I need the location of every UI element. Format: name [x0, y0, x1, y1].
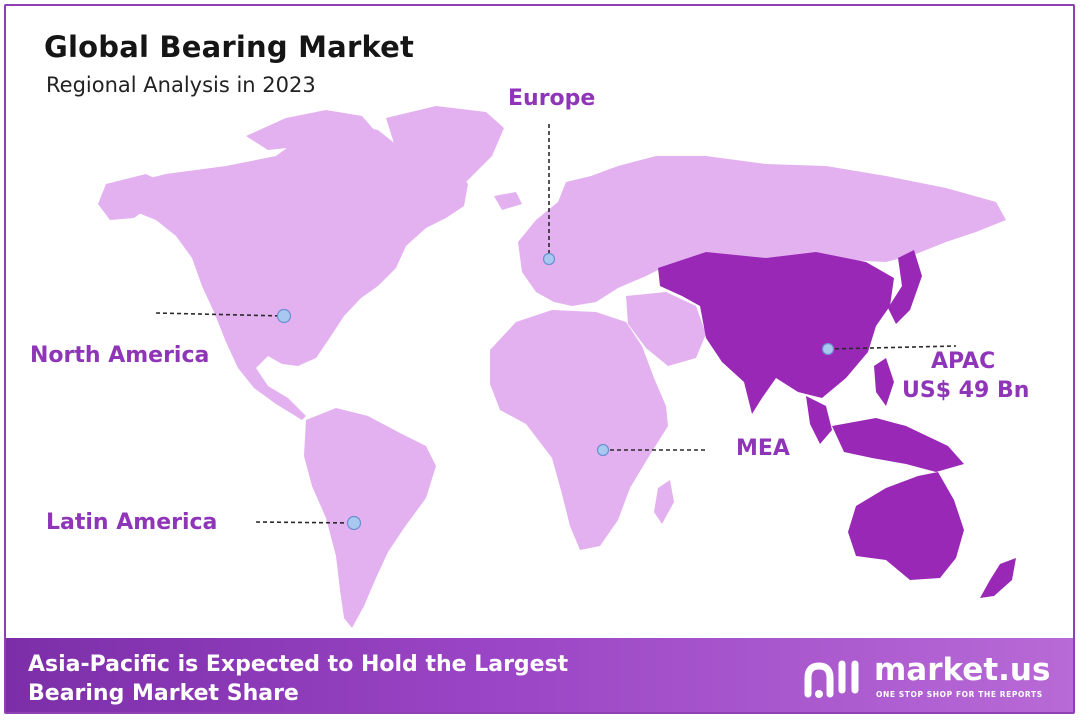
arctic-islands-shape	[246, 110, 376, 150]
land-highlighted	[658, 250, 1016, 598]
australia-shape	[848, 472, 964, 580]
land-regular	[98, 106, 1006, 628]
middle-east-shape	[626, 292, 706, 366]
marker-europe	[542, 252, 556, 266]
leader-latin-america	[255, 521, 355, 524]
brand-tagline: ONE STOP SHOP FOR THE REPORTS	[876, 690, 1043, 699]
japan-shape	[888, 250, 922, 324]
greenland-shape	[386, 106, 504, 224]
south-america-shape	[304, 408, 436, 628]
africa-shape	[490, 310, 668, 550]
label-mea: MEA	[736, 436, 790, 461]
label-latin-america: Latin America	[46, 510, 218, 535]
leader-lines	[155, 124, 957, 524]
footer-headline-line1: Asia-Pacific is Expected to Hold the Lar…	[28, 652, 569, 677]
markers	[276, 252, 835, 531]
marker-latin-america	[346, 515, 362, 531]
brand-name: market.us	[874, 652, 1051, 688]
southeast-asia-shape	[806, 396, 832, 444]
infographic: Global Bearing Market Regional Analysis …	[4, 4, 1075, 714]
marker-mea	[596, 443, 610, 457]
label-apac-value: US$ 49 Bn	[902, 378, 1030, 403]
footer-headline-line2: Bearing Market Share	[28, 681, 299, 706]
leader-apac	[827, 345, 957, 350]
footer-headline: Asia-Pacific is Expected to Hold the Lar…	[28, 650, 568, 708]
europe-shape	[518, 156, 1006, 306]
label-apac-name: APAC	[931, 349, 996, 374]
market-us-logo-icon	[804, 660, 859, 698]
new-zealand-shape	[980, 558, 1016, 598]
chart-title: Global Bearing Market	[44, 30, 415, 64]
footer-banner: Asia-Pacific is Expected to Hold the Lar…	[6, 638, 1073, 712]
world-map	[98, 106, 1016, 628]
leader-north-america	[155, 312, 285, 317]
marker-apac	[821, 342, 835, 356]
indonesia-shape	[832, 418, 964, 472]
madagascar-shape	[654, 480, 674, 524]
philippines-shape	[874, 358, 894, 406]
asia-shape	[658, 252, 894, 414]
marker-north-america	[276, 308, 292, 324]
label-apac: APAC	[931, 349, 995, 374]
north-america-shape	[118, 124, 468, 420]
alaska-shape	[98, 174, 162, 220]
chart-subtitle: Regional Analysis in 2023	[46, 73, 316, 97]
label-north-america: North America	[30, 343, 210, 368]
label-europe: Europe	[508, 86, 596, 111]
iceland-shape	[494, 192, 522, 210]
